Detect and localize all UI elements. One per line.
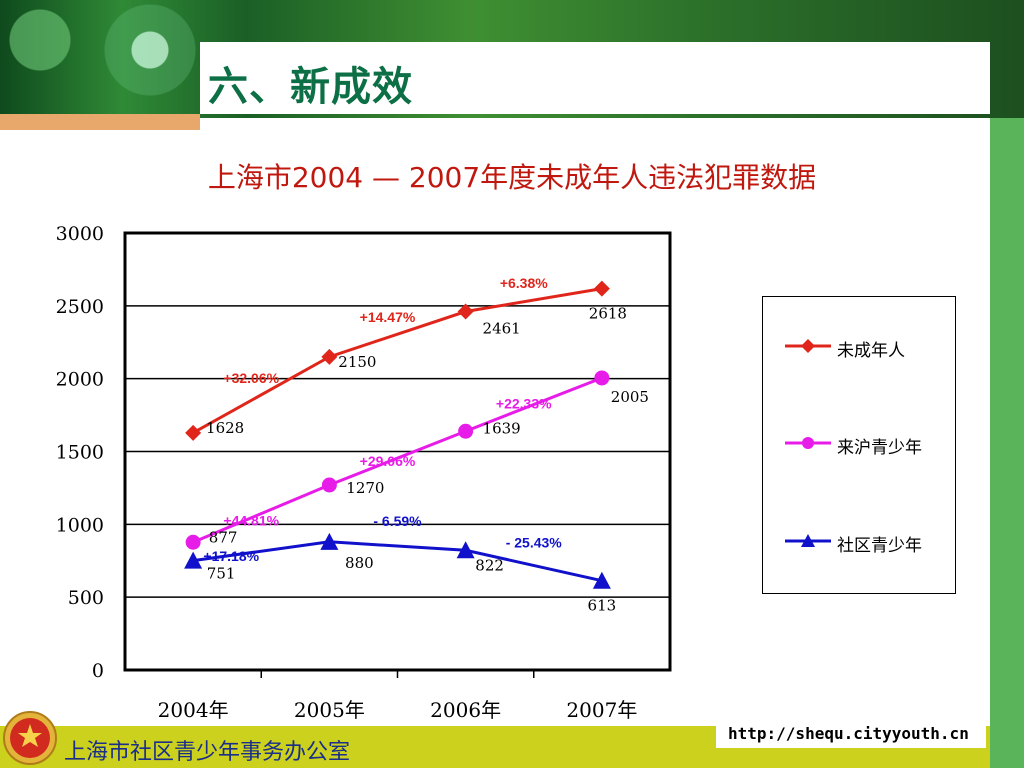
data-label: 751 [207,565,236,583]
data-label: 2150 [338,353,376,371]
page-title: 六、新成效 [208,64,413,110]
data-point-triangle [184,551,203,569]
data-label: 2005 [611,388,649,406]
legend-label: 未成年人 [837,341,905,361]
header-photo-highlight [0,0,200,118]
growth-rate-label: +44.81% [223,513,279,529]
y-tick-label: 2000 [56,369,104,391]
x-tick-label: 2004年 [158,698,229,722]
growth-rate-label: +29.06% [360,453,416,469]
title-panel [200,42,990,114]
data-label: 2461 [483,320,521,338]
data-point-circle [185,534,201,550]
data-label: 1628 [206,419,244,437]
chart-title: 上海市2004 — 2007年度未成年人违法犯罪数据 [207,161,817,194]
legend-label: 来沪青少年 [837,438,922,458]
growth-rate-label: - 6.59% [373,513,422,529]
y-tick-label: 1500 [56,442,104,464]
side-accent-bar [990,118,1024,768]
data-point-diamond [185,424,202,441]
legend-swatch-diamond-icon [785,339,831,353]
y-tick-label: 1000 [56,514,104,536]
legend-item-series-3: 社区青少年 [783,528,953,558]
chart-legend: 未成年人 来沪青少年 社区青少年 [762,296,956,594]
y-tick-label: 500 [68,587,104,609]
data-label: 877 [209,528,238,546]
x-tick-label: 2007年 [566,698,637,722]
data-label: 2618 [589,305,627,323]
data-point-diamond [321,348,338,365]
legend-item-series-2: 来沪青少年 [783,430,953,460]
growth-rate-label: +14.47% [360,309,416,325]
url-panel [716,718,986,748]
data-point-triangle [320,532,339,550]
footer-org-name: 上海市社区青少年事务办公室 [64,740,351,765]
series-line [192,287,603,435]
data-point-triangle [456,541,475,559]
data-point-circle [321,477,337,493]
data-point-circle [458,423,474,439]
legend-swatch-triangle-icon [785,534,831,547]
y-tick-label: 3000 [56,223,104,245]
y-tick-label: 0 [92,660,104,682]
series-line [192,376,603,544]
legend-label: 社区青少年 [837,536,922,556]
growth-rate-label: - 25.43% [506,534,563,550]
growth-rate-label: +17.18% [203,548,259,564]
growth-rate-label: +22.33% [496,396,552,412]
orange-accent-band [0,114,200,130]
legend-item-series-1: 未成年人 [783,333,953,363]
data-label: 822 [475,556,504,574]
data-point-triangle [592,571,611,589]
data-label: 880 [345,554,374,572]
data-point-diamond [457,303,474,320]
y-tick-label: 2500 [56,296,104,318]
legend-swatch-circle-icon [785,437,831,449]
growth-rate-label: +6.38% [500,275,548,291]
growth-rate-label: +32.06% [223,370,279,386]
data-label: 613 [588,597,617,615]
data-label: 1270 [346,479,384,497]
x-tick-label: 2006年 [430,698,501,722]
series-line [192,540,603,583]
footer-url-link[interactable]: http://shequ.cityyouth.cn [728,724,969,743]
data-point-circle [594,370,610,386]
youth-league-emblem-icon [3,711,57,765]
data-point-diamond [593,280,610,297]
x-tick-label: 2005年 [294,698,365,722]
data-label: 1639 [483,419,521,437]
